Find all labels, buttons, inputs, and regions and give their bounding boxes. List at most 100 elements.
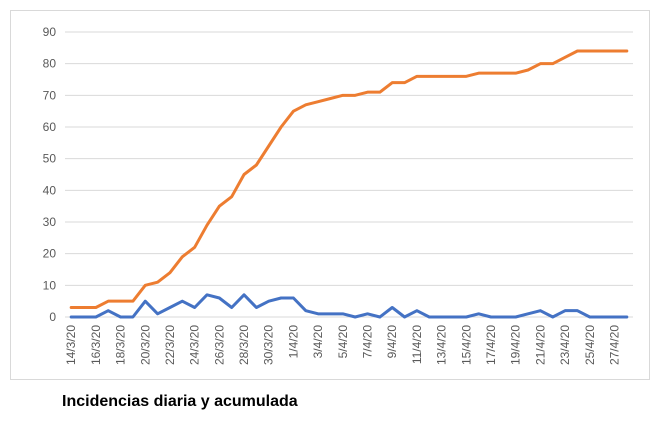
data-point-s2 bbox=[82, 315, 85, 319]
x-tick-label: 17/4/20 bbox=[484, 325, 498, 365]
data-point-s1 bbox=[526, 68, 530, 72]
data-point-s1 bbox=[316, 100, 320, 103]
x-tick-label: 5/4/20 bbox=[336, 325, 350, 359]
data-point-s1 bbox=[514, 71, 517, 75]
x-tick-label: 30/3/20 bbox=[262, 325, 276, 365]
data-point-s1 bbox=[156, 280, 159, 284]
data-point-s1 bbox=[168, 271, 172, 274]
data-point-s2 bbox=[428, 315, 431, 319]
data-point-s2 bbox=[131, 315, 135, 319]
data-point-s1 bbox=[218, 204, 221, 208]
data-point-s1 bbox=[69, 306, 73, 309]
data-point-s2 bbox=[588, 315, 591, 319]
data-point-s2 bbox=[218, 296, 221, 300]
data-point-s2 bbox=[526, 312, 530, 316]
x-tick-label: 19/4/20 bbox=[509, 325, 523, 365]
x-tick-label: 16/3/20 bbox=[89, 325, 103, 365]
x-tick-label: 28/3/20 bbox=[237, 325, 251, 365]
x-tick-label: 25/4/20 bbox=[583, 325, 597, 365]
data-point-s2 bbox=[551, 315, 554, 319]
data-point-s2 bbox=[205, 293, 209, 297]
data-point-s1 bbox=[131, 299, 135, 303]
x-tick-label: 22/3/20 bbox=[163, 325, 177, 365]
chart-frame: 0 10 20 30 40 50 60 70 80 90 14/3/20 16/3/20 18/3/2… bbox=[10, 10, 650, 380]
data-point-s2 bbox=[353, 315, 357, 319]
x-tick-label: 27/4/20 bbox=[607, 325, 621, 365]
x-tick-label: 21/4/20 bbox=[533, 325, 547, 365]
x-tick-label: 23/4/20 bbox=[558, 325, 572, 365]
data-point-s2 bbox=[107, 309, 110, 312]
y-tick-label: 10 bbox=[43, 278, 57, 292]
x-tick-label: 20/3/20 bbox=[138, 325, 152, 365]
data-point-s2 bbox=[415, 309, 419, 312]
data-point-s1 bbox=[551, 62, 554, 65]
x-tick-label: 24/3/20 bbox=[188, 325, 202, 365]
data-point-s1 bbox=[415, 75, 419, 78]
data-point-s1 bbox=[329, 97, 332, 100]
x-tick-label: 13/4/20 bbox=[435, 325, 449, 365]
data-point-s2 bbox=[69, 315, 73, 319]
data-point-s1 bbox=[452, 75, 456, 78]
data-point-s1 bbox=[193, 246, 196, 249]
data-point-s1 bbox=[144, 284, 147, 287]
data-point-s1 bbox=[563, 56, 567, 59]
data-point-s2 bbox=[230, 306, 233, 309]
x-axis-ticks: 14/3/20 16/3/20 18/3/20 20/3/20 22/3/20 24/3/… bbox=[64, 325, 621, 365]
data-point-s1 bbox=[489, 71, 493, 75]
data-point-s1 bbox=[230, 195, 233, 198]
data-point-s2 bbox=[366, 312, 369, 316]
data-point-s1 bbox=[539, 62, 542, 65]
data-point-s2 bbox=[119, 315, 122, 319]
x-tick-label: 14/3/20 bbox=[64, 325, 78, 365]
data-point-s1 bbox=[181, 255, 184, 259]
data-point-s1 bbox=[391, 81, 394, 84]
data-point-s1 bbox=[292, 109, 295, 113]
y-tick-label: 30 bbox=[43, 215, 57, 229]
data-point-s2 bbox=[502, 315, 505, 319]
data-point-s2 bbox=[600, 315, 604, 319]
data-point-s1 bbox=[255, 163, 258, 167]
data-point-s2 bbox=[316, 312, 320, 316]
data-point-s2 bbox=[465, 315, 468, 319]
data-point-s2 bbox=[341, 312, 345, 316]
data-point-s2 bbox=[489, 315, 493, 319]
data-point-s1 bbox=[82, 306, 85, 309]
data-point-s2 bbox=[391, 306, 394, 309]
y-tick-label: 40 bbox=[43, 183, 57, 197]
data-point-s1 bbox=[267, 144, 270, 148]
data-point-s1 bbox=[600, 49, 604, 53]
data-point-s1 bbox=[502, 71, 505, 75]
data-point-s2 bbox=[279, 296, 283, 300]
data-point-s1 bbox=[205, 223, 209, 227]
chart-caption: Incidencias diaria y acumulada bbox=[62, 393, 298, 410]
data-point-s2 bbox=[440, 315, 443, 319]
data-point-s1 bbox=[242, 173, 246, 176]
gridlines bbox=[65, 31, 633, 318]
data-point-s2 bbox=[144, 299, 147, 303]
data-point-s1 bbox=[119, 299, 122, 303]
data-point-s2 bbox=[514, 315, 517, 319]
x-tick-label: 7/4/20 bbox=[361, 325, 375, 359]
data-point-s2 bbox=[539, 309, 542, 312]
data-point-s1 bbox=[279, 125, 283, 129]
data-point-s2 bbox=[242, 293, 246, 297]
data-point-s1 bbox=[304, 103, 307, 107]
data-point-s2 bbox=[168, 306, 172, 309]
data-point-s1 bbox=[576, 49, 579, 53]
series-line-1 bbox=[69, 49, 629, 309]
data-point-s2 bbox=[292, 296, 295, 300]
data-point-s1 bbox=[428, 75, 431, 78]
x-tick-label: 3/4/20 bbox=[311, 325, 325, 359]
data-point-s1 bbox=[613, 49, 616, 53]
y-axis-ticks: 0 10 20 30 40 50 60 70 80 90 bbox=[43, 25, 57, 324]
data-point-s1 bbox=[440, 75, 443, 78]
data-point-s1 bbox=[477, 71, 480, 75]
data-point-s2 bbox=[267, 299, 270, 303]
x-tick-label: 1/4/20 bbox=[286, 325, 300, 359]
data-point-s1 bbox=[353, 94, 357, 97]
data-point-s1 bbox=[341, 94, 345, 97]
data-point-s1 bbox=[625, 49, 629, 53]
line-chart: 0 10 20 30 40 50 60 70 80 90 14/3/20 16/3/20 18/3/2… bbox=[43, 25, 633, 365]
y-tick-label: 0 bbox=[49, 310, 56, 324]
data-point-s2 bbox=[452, 315, 456, 319]
